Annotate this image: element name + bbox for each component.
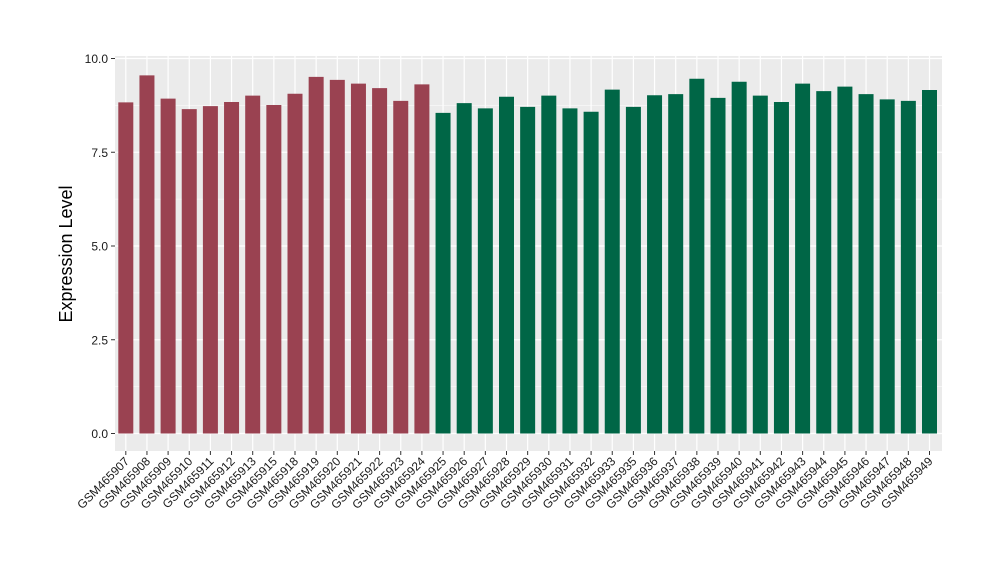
y-tick-label: 5.0: [91, 240, 108, 254]
y-tick-label: 7.5: [91, 146, 108, 160]
bar-GSM465938: [689, 78, 705, 434]
bar-GSM465911: [202, 106, 218, 434]
y-tick-label: 2.5: [91, 333, 108, 347]
bar-GSM465933: [604, 89, 620, 434]
bar-GSM465922: [372, 88, 388, 434]
bar-GSM465926: [456, 103, 472, 434]
bar-GSM465927: [477, 108, 493, 434]
bar-GSM465907: [118, 102, 134, 434]
bar-GSM465919: [308, 76, 324, 434]
bar-GSM465909: [160, 98, 176, 434]
bar-GSM465945: [837, 86, 853, 434]
bar-GSM465939: [710, 97, 726, 434]
bar-GSM465942: [773, 102, 789, 434]
bar-GSM465928: [499, 96, 514, 434]
bar-GSM465913: [245, 95, 261, 434]
bar-GSM465908: [139, 75, 155, 434]
bar-GSM465948: [900, 100, 916, 434]
y-axis: 0.0 2.5 5.0 7.5 10.0: [85, 52, 115, 441]
bar-GSM465920: [329, 79, 345, 434]
bar-GSM465935: [625, 106, 641, 434]
bar-GSM465941: [752, 95, 768, 434]
bar-GSM465944: [816, 91, 832, 434]
bar-GSM465931: [562, 108, 578, 434]
bar-GSM465915: [266, 105, 282, 434]
bar-GSM465925: [435, 112, 451, 434]
bar-GSM465943: [795, 83, 811, 434]
y-tick-label: 0.0: [91, 427, 108, 441]
bar-GSM465932: [583, 111, 599, 434]
bar-GSM465947: [879, 99, 895, 434]
bar-GSM465949: [922, 90, 937, 434]
bar-GSM465912: [224, 102, 240, 434]
bar-GSM465923: [393, 100, 409, 434]
bar-GSM465918: [287, 93, 303, 434]
bar-GSM465946: [858, 94, 874, 434]
bar-GSM465940: [731, 81, 747, 434]
bar-GSM465930: [541, 95, 557, 434]
bar-GSM465921: [350, 83, 366, 434]
x-axis: GSM465907GSM465908GSM465909GSM465910GSM4…: [74, 451, 936, 512]
bar-GSM465910: [181, 109, 197, 434]
bar-GSM465929: [520, 106, 536, 434]
bar-GSM465937: [668, 94, 684, 434]
bar-GSM465924: [414, 84, 430, 434]
y-axis-title: Expression Level: [56, 185, 76, 322]
bars: [118, 75, 937, 434]
y-tick-label: 10.0: [85, 52, 109, 66]
bar-GSM465936: [647, 95, 663, 434]
